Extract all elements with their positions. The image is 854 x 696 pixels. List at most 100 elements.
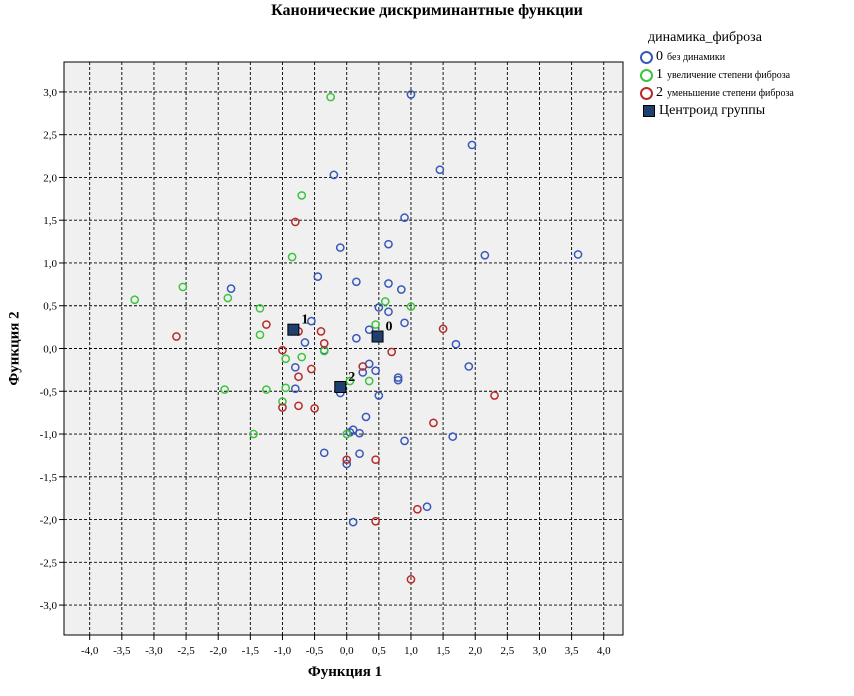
data-point-group-1: [297, 191, 307, 200]
data-point-group-1: [223, 293, 233, 303]
legend-item-centroid: Центроид группы: [640, 102, 852, 120]
legend-item-group-1: 1 увеличение степени фиброза: [640, 66, 852, 84]
data-point-group-2: [358, 362, 368, 371]
data-point-group-0: [448, 432, 458, 441]
x-tick-label: 2,5: [500, 645, 514, 657]
legend-code: 2: [656, 85, 663, 100]
x-tick-label: 3,5: [565, 645, 579, 657]
y-tick-label: -0,5: [40, 386, 58, 398]
axis-ticks: -4,0 -3,5 -3,0 -2,5 -2,0 -1,5 -1,0 -0,5 0,0 0,5 1,…: [40, 87, 612, 657]
y-tick-label: -1,0: [40, 429, 58, 441]
data-point-group-1: [278, 397, 287, 406]
data-point-group-0: [319, 448, 329, 458]
data-point-group-1: [281, 383, 291, 393]
data-point-group-2: [278, 403, 287, 412]
data-point-group-1: [249, 429, 258, 439]
y-tick-label: 2,5: [43, 130, 57, 142]
data-point-group-2: [294, 372, 303, 382]
data-point-group-0: [364, 325, 374, 335]
data-point-group-2: [172, 332, 181, 341]
data-point-group-0: [384, 307, 393, 317]
x-tick-label: -1,5: [242, 645, 260, 657]
centroid-marker: [287, 323, 300, 336]
data-point-group-0: [406, 90, 416, 99]
data-point-group-0: [355, 449, 364, 459]
data-point-group-0: [400, 436, 409, 446]
centroid-label: 2: [348, 370, 355, 385]
centroid-label: 1: [301, 313, 308, 328]
data-point-group-0: [400, 213, 409, 223]
data-point-group-0: [384, 239, 393, 249]
data-points: [130, 90, 583, 584]
y-tick-label: 1,0: [43, 258, 57, 270]
data-point-group-0: [573, 250, 583, 259]
chart-title: Канонические дискриминантные функции: [271, 2, 583, 19]
legend-label: увеличение степени фиброза: [667, 69, 791, 81]
data-point-group-2: [278, 345, 287, 355]
data-point-group-2: [490, 391, 499, 400]
legend-label: уменьшение степени фиброза: [667, 87, 794, 99]
data-point-group-1: [406, 302, 416, 311]
y-tick-label: 2,0: [43, 172, 57, 184]
y-tick-label: 0,0: [43, 344, 57, 356]
centroid-marker: [334, 380, 347, 393]
data-point-group-0: [300, 338, 310, 347]
data-point-group-2: [342, 455, 352, 465]
data-point-group-2: [371, 455, 380, 465]
data-point-group-0: [400, 318, 409, 328]
data-point-group-1: [255, 303, 265, 313]
circle-marker-icon: [640, 50, 653, 64]
y-tick-label: -3,0: [40, 600, 58, 612]
y-tick-label: 3,0: [43, 87, 57, 99]
data-point-group-0: [467, 140, 477, 150]
x-tick-label: 1,5: [436, 645, 450, 657]
data-point-group-0: [342, 459, 352, 469]
data-point-group-2: [406, 575, 416, 584]
data-point-group-0: [396, 285, 406, 294]
data-point-group-0: [329, 170, 339, 180]
data-point-group-0: [393, 375, 403, 385]
data-point-group-0: [464, 362, 474, 371]
data-point-group-0: [361, 412, 371, 422]
y-axis-label: Функция 2: [6, 311, 23, 386]
x-tick-label: 0,5: [372, 645, 386, 657]
x-tick-label: -1,0: [274, 645, 292, 657]
circle-marker-icon: [640, 86, 653, 100]
data-point-group-2: [307, 364, 316, 374]
circle-marker-icon: [640, 68, 653, 82]
data-point-group-0: [374, 303, 384, 312]
x-tick-label: -3,0: [145, 645, 163, 657]
data-point-group-0: [480, 250, 490, 260]
data-point-group-0: [358, 368, 368, 377]
y-tick-label: -2,5: [40, 557, 58, 569]
data-point-group-0: [348, 517, 358, 527]
legend-label: без динамики: [667, 51, 726, 63]
legend-item-group-0: 0 без динамики: [640, 48, 852, 66]
data-point-group-2: [290, 217, 300, 227]
data-point-group-0: [384, 279, 393, 288]
legend: динамика_фиброза 0 без динамики 1 увелич…: [640, 30, 852, 120]
data-point-group-0: [335, 243, 345, 252]
y-tick-label: 1,5: [43, 215, 57, 227]
data-point-group-1: [371, 320, 380, 329]
y-tick-label: -2,0: [40, 515, 58, 527]
square-marker-icon: [643, 105, 655, 117]
y-tick-label: -1,5: [40, 472, 58, 484]
centroid-marker: [371, 330, 384, 343]
data-point-group-2: [438, 324, 448, 334]
centroid-label: 0: [386, 320, 393, 335]
legend-label: Центроид группы: [659, 103, 766, 118]
y-tick-label: 0,5: [43, 301, 57, 313]
x-tick-label: 2,0: [468, 645, 482, 657]
legend-code: 0: [656, 49, 663, 64]
legend-code: 1: [656, 67, 663, 82]
data-point-group-2: [319, 339, 329, 348]
data-point-group-1: [287, 252, 297, 262]
data-point-group-0: [451, 339, 461, 349]
group-centroids: 0 1 2: [287, 313, 393, 393]
data-point-group-1: [220, 385, 229, 394]
data-point-group-1: [281, 354, 291, 364]
x-tick-label: -2,0: [209, 645, 227, 657]
data-point-group-1: [364, 376, 374, 386]
